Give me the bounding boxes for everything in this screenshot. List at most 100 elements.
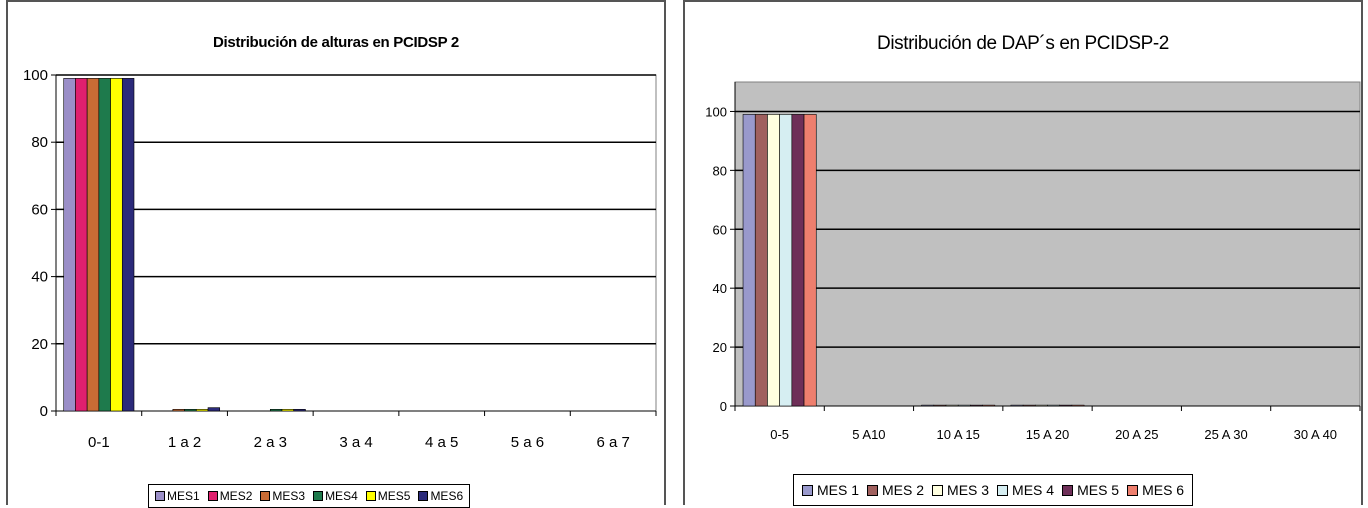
x-tick-label: 1 a 2 xyxy=(168,434,201,451)
bar-mes1-3 xyxy=(1010,404,1024,407)
chart-panel-alturas: Distribución de alturas en PCIDSP 2 0 20 4… xyxy=(6,0,666,508)
x-tick-label: 15 A 20 xyxy=(1026,427,1069,442)
x-tick-label: 0-5 xyxy=(770,427,789,442)
bar-mes2-0 xyxy=(754,114,768,407)
y-tick-label: 100 xyxy=(705,104,727,119)
legend-swatch xyxy=(1062,484,1074,496)
legend-swatch xyxy=(418,491,429,501)
legend-item: MES 2 xyxy=(867,482,924,498)
chart-legend: MES1 MES2 MES3 MES4 MES5 MES6 xyxy=(148,484,471,508)
bar-mes2-0 xyxy=(75,78,88,412)
legend-swatch xyxy=(997,484,1009,496)
legend-label: MES4 xyxy=(325,489,358,503)
bar-mes3-2 xyxy=(945,404,959,407)
legend-label: MES2 xyxy=(219,489,253,503)
legend-item: MES 4 xyxy=(997,482,1054,498)
y-tick-label: 100 xyxy=(23,67,48,84)
legend-swatch xyxy=(932,484,944,496)
legend-swatch xyxy=(1127,484,1139,496)
x-tick-label: 10 A 15 xyxy=(937,427,980,442)
bar-mes4-0 xyxy=(779,114,793,407)
bar-mes5-1 xyxy=(195,409,209,412)
x-tick-label: 20 A 25 xyxy=(1115,427,1158,442)
chart-title: Distribución de alturas en PCIDSP 2 xyxy=(213,34,459,51)
legend-label: MES 3 xyxy=(947,482,990,498)
bar-mes4-0 xyxy=(98,78,111,412)
y-tick-label: 60 xyxy=(31,201,48,218)
legend-label: MES3 xyxy=(272,489,306,503)
x-tick-label: 6 a 7 xyxy=(596,434,629,451)
legend-label: MES 4 xyxy=(1012,482,1055,498)
bar-mes5-0 xyxy=(110,78,123,412)
legend-label: MES6 xyxy=(430,489,464,503)
bar-mes6-1 xyxy=(207,407,221,412)
y-tick-label: 60 xyxy=(713,222,727,237)
bar-mes5-2 xyxy=(970,404,983,407)
bar-mes1-0 xyxy=(63,78,76,412)
bar-mes4-1 xyxy=(184,409,197,412)
chart-title: Distribución de DAP´s en PCIDSP-2 xyxy=(877,33,1169,54)
y-tick-label: 20 xyxy=(31,336,48,353)
legend-swatch xyxy=(155,491,165,501)
bar-mes4-2 xyxy=(269,409,283,412)
legend-swatch xyxy=(867,484,879,496)
legend-label: MES5 xyxy=(377,489,411,503)
x-tick-label: 30 A 40 xyxy=(1294,427,1337,442)
legend-item: MES5 xyxy=(365,489,411,503)
legend-swatch xyxy=(802,484,813,496)
legend-swatch xyxy=(365,491,376,501)
x-tick-label: 0-1 xyxy=(88,434,110,451)
bar-mes4-2 xyxy=(957,404,971,407)
legend-label: MES1 xyxy=(167,489,200,503)
bar-mes6-0 xyxy=(803,114,817,407)
y-tick-label: 0 xyxy=(720,399,727,414)
bar-mes6-2 xyxy=(982,404,996,407)
legend-item: MES6 xyxy=(418,489,463,503)
bar-mes6-2 xyxy=(293,409,306,412)
bar-mes1-0 xyxy=(742,114,756,407)
legend-swatch xyxy=(260,491,271,501)
legend-item: MES3 xyxy=(260,489,305,503)
legend-swatch xyxy=(313,491,324,501)
chart-dap: 0 20 40 60 80 100 0-5 5 A10 10 A 15 15 A 20 20 A 2… xyxy=(705,81,1361,442)
legend-item: MES 6 xyxy=(1127,482,1184,498)
x-tick-label: 5 A10 xyxy=(852,427,885,442)
y-tick-label: 40 xyxy=(31,269,48,286)
bar-mes5-3 xyxy=(1059,404,1073,407)
legend-label: MES 2 xyxy=(882,482,925,498)
bar-mes3-1 xyxy=(172,409,185,412)
bar-mes3-0 xyxy=(86,78,100,412)
x-tick-label: 4 a 5 xyxy=(425,434,458,451)
bar-mes1-2 xyxy=(921,404,935,407)
x-tick-label: 5 a 6 xyxy=(511,434,544,451)
bar-mes5-0 xyxy=(791,114,805,407)
legend-item: MES 3 xyxy=(932,482,989,498)
x-tick-label: 3 a 4 xyxy=(339,434,372,451)
legend-item: MES2 xyxy=(207,489,253,503)
legend-label: MES 5 xyxy=(1077,482,1120,498)
plot-area xyxy=(734,81,1361,407)
bar-mes3-0 xyxy=(767,114,780,407)
bar-mes6-3 xyxy=(1071,404,1085,407)
legend-label: MES 6 xyxy=(1142,482,1185,498)
bar-mes3-3 xyxy=(1034,404,1048,407)
bar-mes6-0 xyxy=(121,78,135,412)
x-tick-label: 2 a 3 xyxy=(254,434,287,451)
chart-alturas: 0 20 40 60 80 100 0-1 1 a 2 2 a 3 3 a 4 4 a 5 5 a 6… xyxy=(23,67,657,451)
y-tick-label: 0 xyxy=(40,403,48,420)
x-tick-label: 25 A 30 xyxy=(1204,427,1247,442)
bar-mes2-2 xyxy=(933,404,947,407)
legend-item: MES4 xyxy=(313,489,358,503)
legend-item: MES 1 xyxy=(802,482,859,498)
y-tick-label: 80 xyxy=(713,163,727,178)
bar-mes5-2 xyxy=(281,409,295,412)
chart-panel-dap: Distribución de DAP´s en PCIDSP-2 0 20 40 6… xyxy=(683,0,1363,506)
y-tick-label: 80 xyxy=(31,134,48,151)
y-tick-label: 40 xyxy=(713,281,727,296)
bar-mes4-3 xyxy=(1047,404,1061,407)
legend-label: MES 1 xyxy=(817,482,860,498)
bar-mes2-3 xyxy=(1022,404,1036,407)
legend-item: MES1 xyxy=(155,489,200,503)
y-tick-label: 20 xyxy=(713,340,727,355)
plot-area xyxy=(55,74,657,412)
